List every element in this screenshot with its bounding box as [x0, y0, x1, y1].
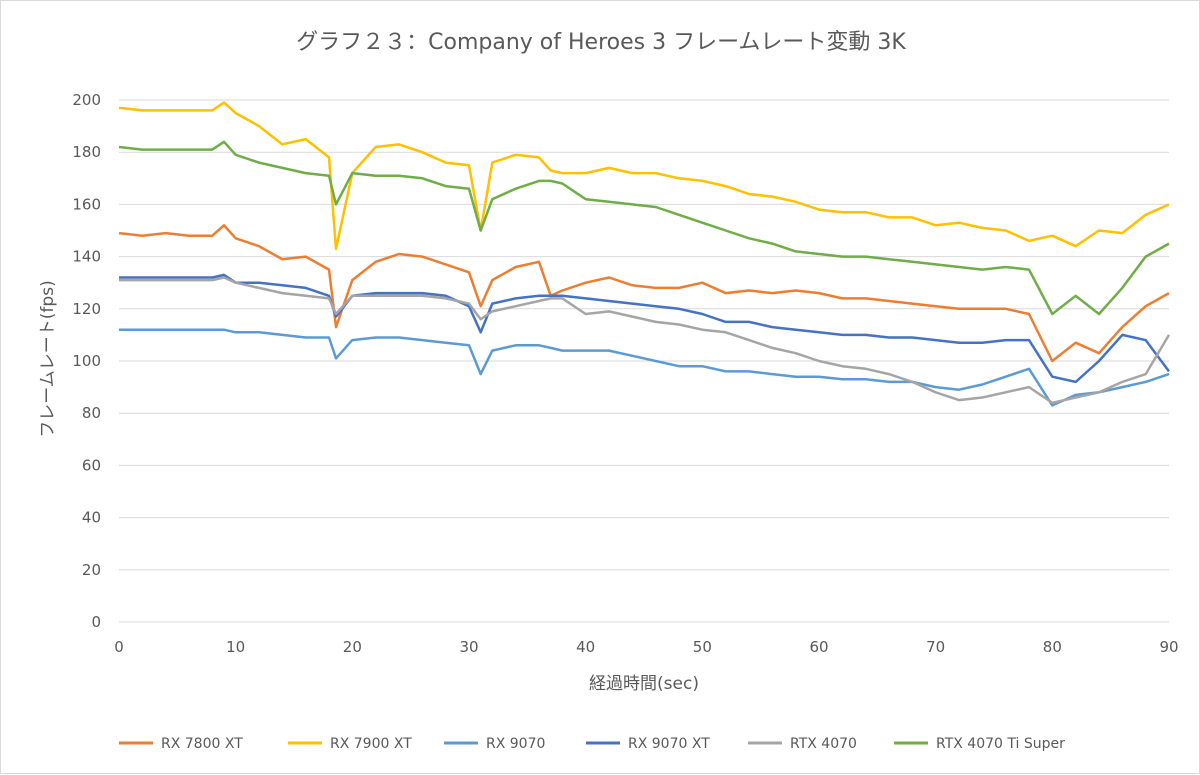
legend-label: RX 7800 XT — [161, 736, 243, 752]
y-tick-label: 60 — [82, 456, 101, 474]
y-tick-label: 40 — [82, 509, 101, 527]
gridlines — [119, 99, 1169, 623]
legend-label: RX 9070 — [486, 736, 545, 752]
x-axis-title: 経過時間(sec) — [589, 674, 699, 694]
x-tick-label: 0 — [114, 638, 124, 656]
series-line-5 — [118, 140, 1170, 316]
legend-label: RX 9070 XT — [628, 736, 710, 752]
y-axis-title: フレームレート(fps) — [38, 280, 58, 437]
y-tick-label: 100 — [72, 352, 101, 370]
y-tick-label: 200 — [72, 91, 101, 109]
legend: RX 7800 XT RX 7900 XT RX 9070 RX 9070 XT RTX… — [119, 736, 1065, 752]
series-lines — [118, 101, 1171, 407]
x-axis-ticks: 0 10 20 30 40 50 60 70 80 90 — [114, 638, 1178, 656]
x-tick-label: 80 — [1043, 638, 1062, 656]
x-tick-label: 50 — [693, 638, 712, 656]
legend-label: RTX 4070 Ti Super — [936, 736, 1065, 752]
series-line-4 — [119, 276, 1171, 405]
x-tick-label: 70 — [926, 638, 945, 656]
y-tick-label: 0 — [91, 613, 101, 631]
series-line-3 — [119, 273, 1171, 384]
x-tick-label: 60 — [809, 638, 828, 656]
y-tick-label: 140 — [72, 248, 101, 266]
y-tick-label: 20 — [82, 561, 101, 579]
series-line-0 — [118, 224, 1170, 363]
x-tick-label: 10 — [226, 638, 245, 656]
y-tick-label: 80 — [82, 404, 101, 422]
series-line-1 — [118, 101, 1170, 251]
chart-title: グラフ２３：Company of Heroes 3 フレームレート変動 3K — [296, 30, 906, 55]
x-tick-label: 30 — [459, 638, 478, 656]
series-line-2 — [119, 328, 1170, 407]
legend-label: RTX 4070 — [790, 736, 857, 752]
y-tick-label: 120 — [72, 300, 101, 318]
legend-label: RX 7900 XT — [330, 736, 412, 752]
x-tick-label: 40 — [576, 638, 595, 656]
y-tick-label: 180 — [72, 143, 101, 161]
y-axis-ticks: 0 20 40 60 80 100 120 140 160 180 200 — [72, 91, 101, 631]
x-tick-label: 90 — [1159, 638, 1178, 656]
x-tick-label: 20 — [343, 638, 362, 656]
y-tick-label: 160 — [72, 195, 101, 213]
